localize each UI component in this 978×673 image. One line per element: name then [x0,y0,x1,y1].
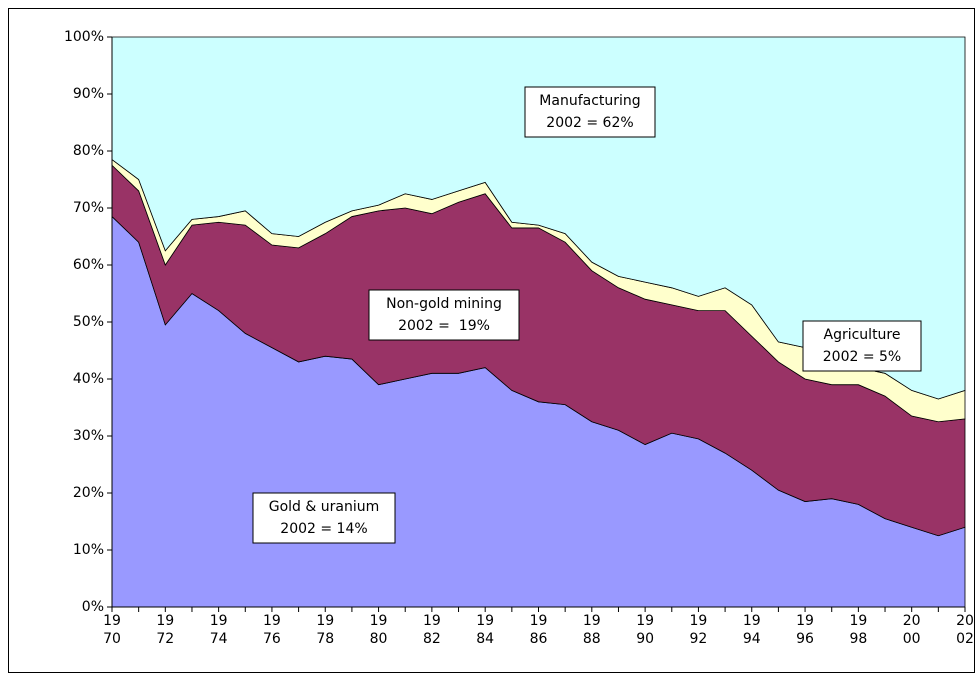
annotation-box [368,289,520,341]
x-tick-label: 74 [210,631,228,647]
x-tick-label: 82 [423,631,441,647]
y-tick-label: 60% [73,257,104,273]
y-tick-label: 0% [82,599,104,615]
x-tick-label: 19 [156,613,174,629]
x-tick-label: 84 [476,631,494,647]
y-tick-label: 40% [73,371,104,387]
x-tick-label: 78 [316,631,334,647]
annotation-title: Manufacturing [539,93,640,109]
x-tick-label: 19 [583,613,601,629]
annotation-value: 2002 = 62% [546,115,633,131]
y-tick-label: 90% [73,86,104,102]
x-tick-label: 88 [583,631,601,647]
y-tick-label: 10% [73,542,104,558]
x-tick-label: 19 [476,613,494,629]
x-tick-label: 70 [103,631,121,647]
x-tick-label: 19 [210,613,228,629]
x-tick-label: 86 [530,631,548,647]
area [111,36,966,400]
annotation-title: Non-gold mining [386,296,502,312]
y-tick-label: 30% [73,428,104,444]
annotation-value: 2002 = 19% [398,318,490,334]
x-tick-label: 19 [263,613,281,629]
x-tick-label: 19 [103,613,121,629]
annotation-title: Agriculture [824,327,901,343]
x-tick-label: 19 [690,613,708,629]
y-tick-label: 50% [73,314,104,330]
x-tick-label: 20 [903,613,921,629]
x-tick-label: 98 [849,631,867,647]
y-tick-label: 80% [73,143,104,159]
x-tick-label: 19 [316,613,334,629]
annotation-value: 2002 = 5% [823,349,901,365]
x-tick-label: 00 [903,631,921,647]
x-tick-label: 80 [370,631,388,647]
y-tick-label: 100% [64,29,104,45]
x-tick-label: 19 [849,613,867,629]
x-tick-label: 92 [690,631,708,647]
x-tick-label: 19 [530,613,548,629]
annotation-value: 2002 = 14% [280,521,367,537]
x-tick-label: 20 [956,613,974,629]
axes: 0% 10% 20% 30% 40% 50% 60% 70% 80% 90% 100% 19 70 19 7… [64,29,974,647]
x-tick-label: 19 [796,613,814,629]
x-tick-label: 19 [370,613,388,629]
y-tick-label: 20% [73,485,104,501]
annotation-title: Gold & uranium [269,499,380,515]
x-tick-label: 76 [263,631,281,647]
x-tick-label: 19 [423,613,441,629]
annotation-box [252,492,396,544]
x-tick-label: 19 [743,613,761,629]
x-tick-label: 72 [156,631,174,647]
annotations: Gold & uranium 2002 = 14% Non-gold mining 2… [252,86,922,544]
annotation-box [802,320,922,372]
x-tick-label: 19 [636,613,654,629]
y-tick-label: 70% [73,200,104,216]
x-tick-label: 90 [636,631,654,647]
x-tick-label: 94 [743,631,761,647]
annotation-box [524,86,656,138]
x-tick-label: 02 [956,631,974,647]
x-tick-label: 96 [796,631,814,647]
